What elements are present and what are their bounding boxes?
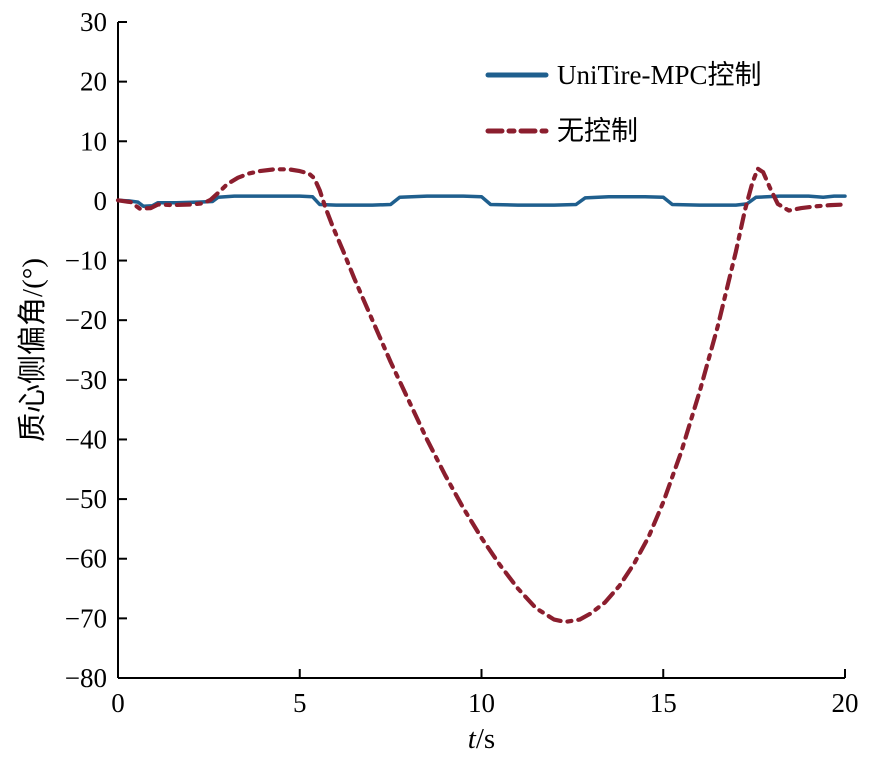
x-tick-label: 10	[468, 688, 495, 718]
legend-label-2: 无控制	[557, 116, 638, 146]
y-tick-label: 30	[80, 7, 107, 37]
x-tick-label: 15	[650, 688, 677, 718]
series-line-1	[116, 194, 847, 209]
y-tick-label: −60	[65, 544, 107, 574]
x-axis-label: t/s	[468, 723, 495, 755]
x-tick-label: 5	[293, 688, 307, 718]
y-tick-label: −20	[65, 305, 107, 335]
y-tick-label: −50	[65, 484, 107, 514]
x-tick-label: 20	[832, 688, 859, 718]
y-tick-label: −10	[65, 246, 107, 276]
legend-label-1: UniTire-MPC控制	[557, 60, 762, 90]
series-line-2	[115, 166, 848, 625]
y-tick-label: −30	[65, 365, 107, 395]
x-tick-label: 0	[111, 688, 125, 718]
y-tick-label: −80	[65, 663, 107, 693]
y-tick-label: 10	[80, 126, 107, 156]
y-tick-label: 20	[80, 67, 107, 97]
y-axis-label: 质心侧偏角/(°)	[16, 258, 49, 442]
y-tick-label: 0	[94, 186, 108, 216]
y-tick-label: −70	[65, 603, 107, 633]
y-tick-label: −40	[65, 424, 107, 454]
